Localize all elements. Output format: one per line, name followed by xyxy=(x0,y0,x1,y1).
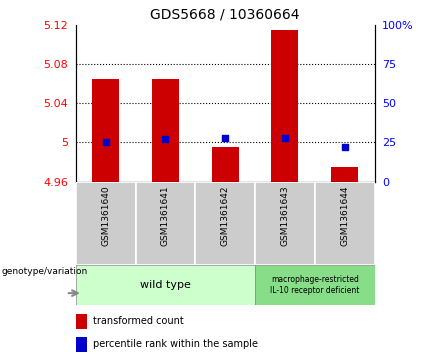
Text: wild type: wild type xyxy=(140,280,191,290)
Text: GSM1361644: GSM1361644 xyxy=(340,186,349,246)
Point xyxy=(222,135,229,141)
Text: genotype/variation: genotype/variation xyxy=(2,267,88,276)
Text: GSM1361640: GSM1361640 xyxy=(101,186,110,246)
Bar xyxy=(136,182,195,265)
Bar xyxy=(92,79,119,182)
Text: percentile rank within the sample: percentile rank within the sample xyxy=(93,339,258,349)
Text: transformed count: transformed count xyxy=(93,316,184,326)
Text: GSM1361643: GSM1361643 xyxy=(281,186,289,246)
Text: GSM1361641: GSM1361641 xyxy=(161,186,170,246)
Bar xyxy=(76,182,136,265)
Bar xyxy=(76,314,87,329)
Bar xyxy=(331,167,358,182)
Bar xyxy=(76,337,87,352)
Point xyxy=(341,144,348,150)
Bar xyxy=(195,182,255,265)
Bar xyxy=(315,182,375,265)
Point xyxy=(162,136,169,142)
Bar xyxy=(76,265,255,305)
Text: GSM1361642: GSM1361642 xyxy=(221,186,229,246)
Bar xyxy=(152,79,179,182)
Bar xyxy=(271,30,298,181)
Point xyxy=(102,140,109,146)
Bar xyxy=(212,147,239,182)
Text: macrophage-restricted
IL-10 receptor deficient: macrophage-restricted IL-10 receptor def… xyxy=(270,275,359,295)
Point xyxy=(281,135,288,141)
Bar xyxy=(255,265,375,305)
Bar xyxy=(255,182,315,265)
Title: GDS5668 / 10360664: GDS5668 / 10360664 xyxy=(150,8,300,21)
